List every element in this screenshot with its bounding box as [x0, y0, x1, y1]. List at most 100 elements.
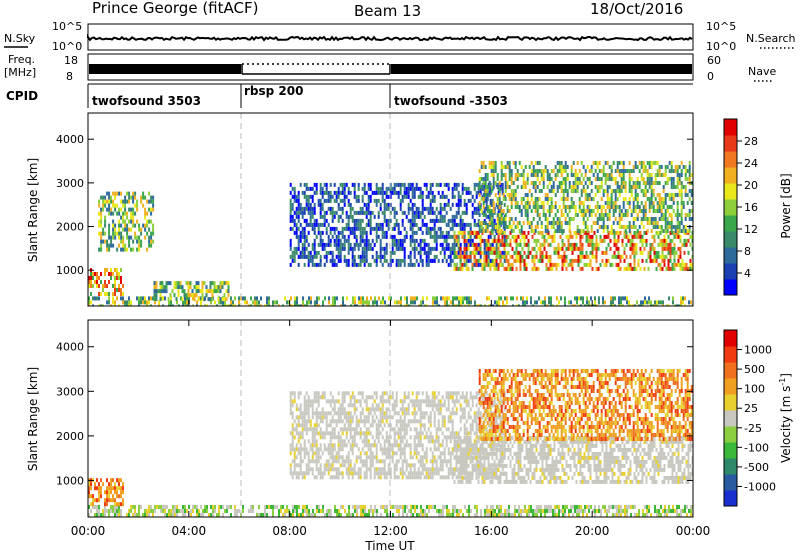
power-cell: [520, 201, 523, 205]
power-cell: [634, 161, 637, 165]
velocity-cell: [343, 463, 346, 468]
power-cell: [318, 304, 320, 306]
power-cell: [376, 304, 378, 306]
velocity-cell: [116, 478, 118, 483]
power-cell: [633, 258, 636, 263]
velocity-cell: [164, 513, 166, 517]
power-cell: [498, 296, 500, 301]
power-cell: [473, 234, 476, 239]
velocity-cell: [498, 509, 500, 513]
power-cell: [305, 234, 308, 239]
power-cell: [499, 262, 502, 267]
velocity-cell: [132, 513, 134, 517]
power-cell: [333, 198, 336, 203]
velocity-cell: [341, 459, 344, 464]
power-cell: [385, 218, 388, 223]
power-cell: [466, 300, 468, 305]
power-cell: [407, 254, 410, 259]
power-cell: [403, 210, 406, 215]
power-cell: [411, 238, 414, 243]
power-cell: [431, 226, 434, 231]
power-cell: [558, 229, 561, 233]
velocity-cell: [299, 411, 302, 416]
power-cell: [316, 304, 318, 306]
power-cell: [106, 207, 109, 212]
power-cell: [309, 202, 312, 207]
power-cell: [644, 185, 647, 189]
power-cell: [460, 304, 462, 306]
power-cell: [379, 206, 382, 211]
power-cell: [374, 300, 376, 305]
power-cell: [608, 173, 611, 177]
power-cell: [401, 258, 404, 263]
power-cell: [554, 201, 557, 205]
power-cell: [582, 165, 585, 169]
nave-label: Nave: [748, 65, 776, 78]
power-cell: [292, 304, 294, 306]
power-cell: [440, 296, 442, 301]
power-cell: [544, 217, 547, 221]
power-cell: [377, 254, 380, 259]
velocity-cell: [148, 513, 150, 517]
power-cell: [303, 190, 306, 195]
power-cell: [297, 262, 300, 267]
velocity-cell: [188, 505, 190, 509]
power-cell: [363, 262, 366, 267]
power-cell: [570, 173, 573, 177]
power-cell: [636, 229, 639, 233]
power-cell: [578, 201, 581, 205]
velocity-cell: [319, 455, 322, 460]
power-cell: [683, 242, 686, 247]
power-cell: [484, 221, 487, 225]
power-cell: [621, 238, 624, 243]
power-cell: [676, 173, 679, 177]
power-cell: [325, 182, 328, 187]
power-cell: [478, 181, 481, 185]
power-cell: [383, 210, 386, 215]
power-cell: [628, 304, 630, 306]
power-cell: [150, 235, 153, 240]
power-cell: [568, 221, 571, 225]
velocity-cell: [352, 513, 354, 517]
power-cell: [234, 296, 236, 301]
power-cell: [221, 281, 224, 286]
power-cell: [457, 182, 460, 187]
velocity-cell: [343, 395, 346, 400]
power-cell: [662, 229, 665, 233]
power-cell: [564, 189, 567, 193]
power-cell: [387, 194, 390, 199]
velocity-cell: [362, 509, 364, 513]
power-cell: [677, 234, 680, 239]
power-cell: [335, 238, 338, 243]
power-cell: [644, 165, 647, 169]
power-cell: [519, 266, 522, 271]
power-cell: [142, 296, 144, 301]
power-cell: [453, 186, 456, 191]
power-cell: [459, 226, 462, 231]
velocity-cell: [309, 399, 312, 404]
power-cell: [409, 262, 412, 267]
power-cell: [656, 304, 658, 306]
power-cell: [98, 219, 101, 224]
velocity-cell: [331, 419, 334, 424]
velocity-cell: [98, 498, 100, 503]
power-cell: [501, 238, 504, 243]
velocity-cell: [362, 513, 364, 517]
power-cell: [676, 304, 678, 306]
power-cell: [334, 296, 336, 301]
velocity-cell: [122, 490, 124, 495]
power-cell: [492, 185, 495, 189]
power-cell: [228, 304, 230, 306]
power-cell: [608, 185, 611, 189]
power-cell: [465, 238, 468, 243]
power-cell: [331, 214, 334, 219]
velocity-cell: [172, 513, 174, 517]
velocity-cell: [486, 513, 488, 517]
velocity-cell: [299, 471, 302, 476]
velocity-cell: [108, 513, 110, 517]
velocity-cell: [536, 509, 538, 513]
velocity-cell: [630, 505, 632, 509]
power-cell: [297, 246, 300, 251]
velocity-cell: [345, 391, 348, 396]
velocity-cell: [315, 419, 318, 424]
